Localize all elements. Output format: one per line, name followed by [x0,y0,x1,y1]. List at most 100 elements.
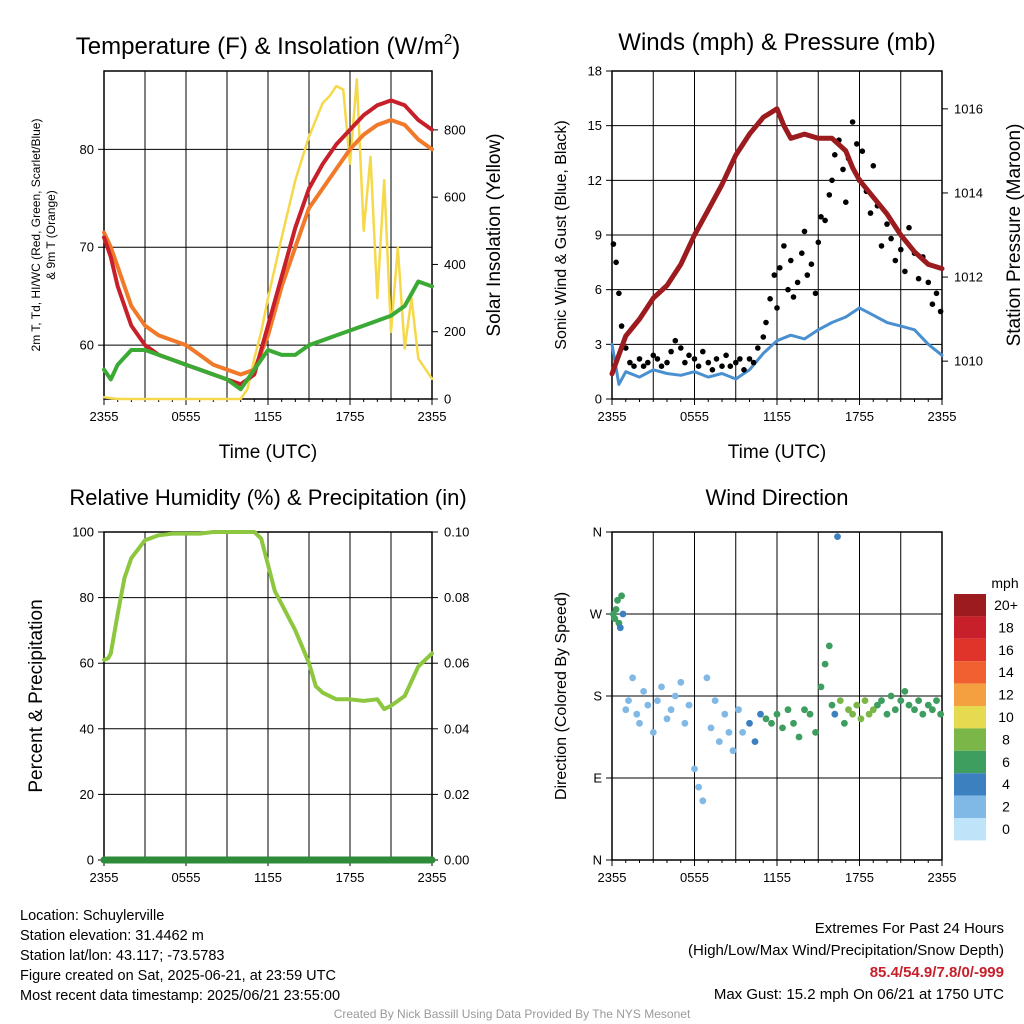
direction-point [703,674,711,682]
x-tick-label: 1155 [763,870,791,885]
extremes-panel: Extremes For Past 24 Hours (High/Low/Max… [688,918,1004,1006]
gust-point [719,363,725,370]
gust-point [822,217,828,224]
direction-point [671,692,679,700]
y-axis-label: Percent & Precipitation [26,599,47,792]
direction-point [883,710,891,718]
direction-point [933,697,940,704]
direction-point [629,674,636,682]
y2-tick-label: 200 [444,324,466,339]
direction-point [865,710,873,718]
gust-point [668,348,674,355]
gust-point [613,259,619,266]
x-axis-label: Time (UTC) [219,442,318,463]
direction-point [887,692,895,700]
series-line [102,98,434,387]
legend-swatch [954,594,986,617]
y-tick-label: W [590,607,603,622]
gust-point [750,359,757,366]
x-tick-label: 1155 [254,409,282,424]
y-axis-label: & 9m T (Orange) [44,190,58,280]
y2-tick-label: 0 [444,392,451,407]
x-tick-label: 1755 [336,870,365,885]
x-tick-label: 0555 [172,870,201,885]
gust-point [892,257,899,264]
direction-point [725,729,733,736]
direction-point [891,706,899,714]
x-tick-label: 1155 [254,870,282,885]
legend-label: 12 [998,687,1014,703]
direction-point [795,733,803,741]
x-tick-label: 1155 [763,409,791,424]
gust-point [610,241,617,247]
wind-speed-line [610,306,944,386]
extremes-values: 85.4/54.9/7.8/0/-999 [869,964,1004,981]
gust-point [709,367,716,373]
y-tick-label: 0 [595,392,602,407]
direction-point [937,710,944,718]
direction-point [897,697,905,704]
gust-point [815,239,822,246]
gust-point [906,224,912,231]
legend-label: 4 [1002,776,1010,792]
direction-point [751,738,759,745]
legend-swatch [954,616,986,639]
y2-tick-label: 400 [444,257,466,272]
gust-point [645,359,651,366]
elevation-text: Station elevation: 31.4462 m [20,928,204,944]
y2-tick-label: 1010 [954,354,983,369]
gust-point [794,279,801,286]
gust-point [799,250,805,256]
direction-point [869,706,877,714]
y-tick-label: 18 [588,64,602,79]
y-tick-label: 3 [595,337,602,352]
direction-point [663,715,671,723]
legend-swatch [954,795,986,818]
gust-point [854,141,860,147]
legend-label: 18 [998,619,1014,635]
legend-title: mph [991,575,1018,591]
y2-tick-label: 0.00 [444,853,469,868]
gust-point [733,359,739,366]
latlon-text: Station lat/lon: 43.117; -73.5783 [20,948,225,964]
gust-point [878,243,885,249]
y2-tick-label: 800 [444,122,466,137]
gust-point [832,152,838,158]
direction-point [715,738,723,745]
y-tick-label: 40 [80,721,94,736]
y-tick-label: 0 [87,853,94,868]
y-tick-label: N [593,525,602,540]
y2-axis-label: Solar Insolation (Yellow) [484,133,505,336]
x-tick-label: 1755 [845,409,874,424]
x-tick-label: 0555 [680,409,709,424]
direction-point [857,715,865,723]
direction-point [853,701,861,709]
gust-point [713,356,720,362]
gust-point [723,352,729,359]
legend-swatch [954,706,986,729]
gust-point [929,301,936,308]
gust-point [691,356,698,362]
x-tick-label: 2355 [928,409,957,424]
max-gust-text: Max Gust: 15.2 mph On 06/21 at 1750 UTC [713,986,1004,1003]
gust-point [636,356,643,362]
chart-title: Winds (mph) & Pressure (mb) [618,29,935,56]
gust-point [840,166,846,173]
direction-point [711,697,719,704]
direction-point [762,715,770,723]
y-tick-label: 80 [80,142,94,157]
gust-point [695,363,702,370]
gust-point [767,296,773,302]
y2-tick-label: 0.06 [444,656,469,671]
gust-point [812,290,819,297]
y2-tick-label: 1016 [954,101,983,116]
gust-point [727,363,734,370]
direction-point [649,729,657,736]
y-tick-label: 100 [72,525,94,540]
series-line [102,78,434,401]
station-metadata: Location: Schuylerville Station elevatio… [20,906,340,1006]
gust-point [826,192,833,198]
chart-title: Wind Direction [705,485,848,510]
y-tick-label: 80 [80,590,94,605]
direction-point [699,797,707,805]
